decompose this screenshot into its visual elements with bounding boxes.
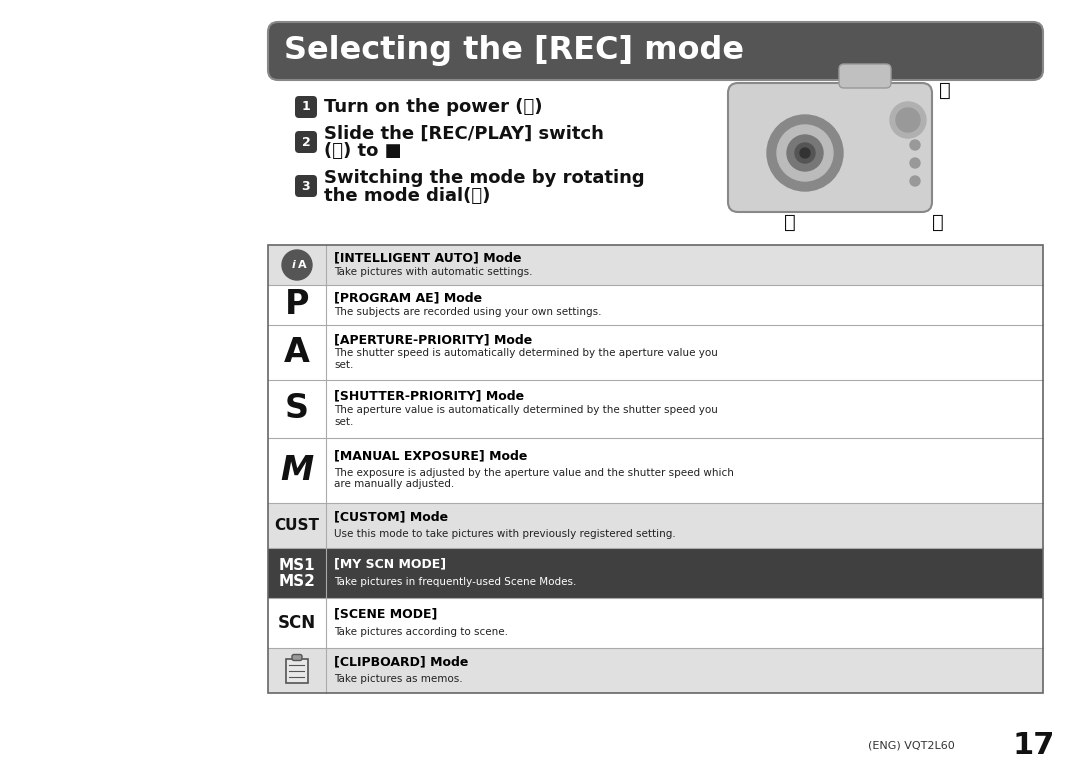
- Circle shape: [910, 158, 920, 168]
- Text: the mode dial(Ⓒ): the mode dial(Ⓒ): [324, 187, 490, 205]
- Text: Take pictures as memos.: Take pictures as memos.: [334, 673, 462, 683]
- Text: [CLIPBOARD] Mode: [CLIPBOARD] Mode: [334, 656, 469, 669]
- Text: [INTELLIGENT AUTO] Mode: [INTELLIGENT AUTO] Mode: [334, 251, 522, 264]
- FancyBboxPatch shape: [292, 654, 302, 661]
- Circle shape: [282, 250, 312, 280]
- Text: Turn on the power (Ⓐ): Turn on the power (Ⓐ): [324, 98, 542, 116]
- Text: Take pictures according to scene.: Take pictures according to scene.: [334, 627, 508, 637]
- Bar: [268, 548, 1043, 598]
- Bar: [286, 658, 308, 683]
- Bar: [268, 438, 1043, 503]
- Text: A: A: [284, 336, 310, 369]
- Text: [SHUTTER-PRIORITY] Mode: [SHUTTER-PRIORITY] Mode: [334, 390, 524, 403]
- Text: The subjects are recorded using your own settings.: The subjects are recorded using your own…: [334, 307, 602, 317]
- Bar: [268, 245, 1043, 285]
- Text: [MANUAL EXPOSURE] Mode: [MANUAL EXPOSURE] Mode: [334, 450, 527, 463]
- Text: 1: 1: [301, 100, 310, 113]
- Text: Ⓒ: Ⓒ: [784, 212, 796, 231]
- Text: 17: 17: [1013, 731, 1055, 759]
- Text: [SCENE MODE]: [SCENE MODE]: [334, 607, 437, 620]
- Text: (Ⓑ) to ■: (Ⓑ) to ■: [324, 142, 402, 160]
- Text: MS1: MS1: [279, 558, 315, 572]
- Circle shape: [910, 176, 920, 186]
- FancyBboxPatch shape: [295, 175, 318, 197]
- FancyBboxPatch shape: [839, 64, 891, 88]
- Text: Slide the [REC/PLAY] switch: Slide the [REC/PLAY] switch: [324, 125, 604, 143]
- Text: 3: 3: [301, 180, 310, 193]
- Bar: [268, 325, 1043, 380]
- Text: Selecting the [REC] mode: Selecting the [REC] mode: [284, 36, 744, 66]
- Bar: [268, 598, 1043, 648]
- Text: SCN: SCN: [278, 614, 316, 632]
- Bar: [268, 285, 1043, 325]
- Circle shape: [767, 115, 843, 191]
- Circle shape: [777, 125, 833, 181]
- Text: [CUSTOM] Mode: [CUSTOM] Mode: [334, 511, 448, 524]
- Text: [PROGRAM AE] Mode: [PROGRAM AE] Mode: [334, 291, 482, 304]
- Text: Ⓑ: Ⓑ: [932, 212, 944, 231]
- Text: S: S: [285, 393, 309, 425]
- Circle shape: [787, 135, 823, 171]
- Text: CUST: CUST: [274, 518, 320, 533]
- Bar: [268, 648, 1043, 693]
- Text: M: M: [281, 454, 313, 487]
- Bar: [268, 245, 1043, 693]
- Text: MS2: MS2: [279, 574, 315, 588]
- Text: P: P: [285, 288, 309, 321]
- FancyBboxPatch shape: [728, 83, 932, 212]
- FancyBboxPatch shape: [295, 131, 318, 153]
- Text: 2: 2: [301, 135, 310, 148]
- Text: Ⓐ: Ⓐ: [940, 81, 950, 100]
- Text: The aperture value is automatically determined by the shutter speed you
set.: The aperture value is automatically dete…: [334, 405, 718, 427]
- Text: Use this mode to take pictures with previously registered setting.: Use this mode to take pictures with prev…: [334, 529, 676, 539]
- Circle shape: [896, 108, 920, 132]
- FancyBboxPatch shape: [295, 96, 318, 118]
- Circle shape: [795, 143, 815, 163]
- Text: Take pictures with automatic settings.: Take pictures with automatic settings.: [334, 267, 532, 277]
- FancyBboxPatch shape: [268, 22, 1043, 80]
- Text: Take pictures in frequently-used Scene Modes.: Take pictures in frequently-used Scene M…: [334, 577, 577, 587]
- Text: Switching the mode by rotating: Switching the mode by rotating: [324, 169, 645, 187]
- Bar: [268, 503, 1043, 548]
- Text: The shutter speed is automatically determined by the aperture value you
set.: The shutter speed is automatically deter…: [334, 349, 718, 370]
- Text: The exposure is adjusted by the aperture value and the shutter speed which
are m: The exposure is adjusted by the aperture…: [334, 467, 734, 489]
- Text: A: A: [298, 260, 307, 270]
- Text: i: i: [292, 260, 296, 270]
- Bar: [268, 380, 1043, 438]
- Circle shape: [890, 102, 926, 138]
- Circle shape: [910, 140, 920, 150]
- Text: [MY SCN MODE]: [MY SCN MODE]: [334, 558, 446, 571]
- Text: [APERTURE-PRIORITY] Mode: [APERTURE-PRIORITY] Mode: [334, 334, 532, 347]
- Circle shape: [800, 148, 810, 158]
- Text: (ENG) VQT2L60: (ENG) VQT2L60: [868, 740, 955, 750]
